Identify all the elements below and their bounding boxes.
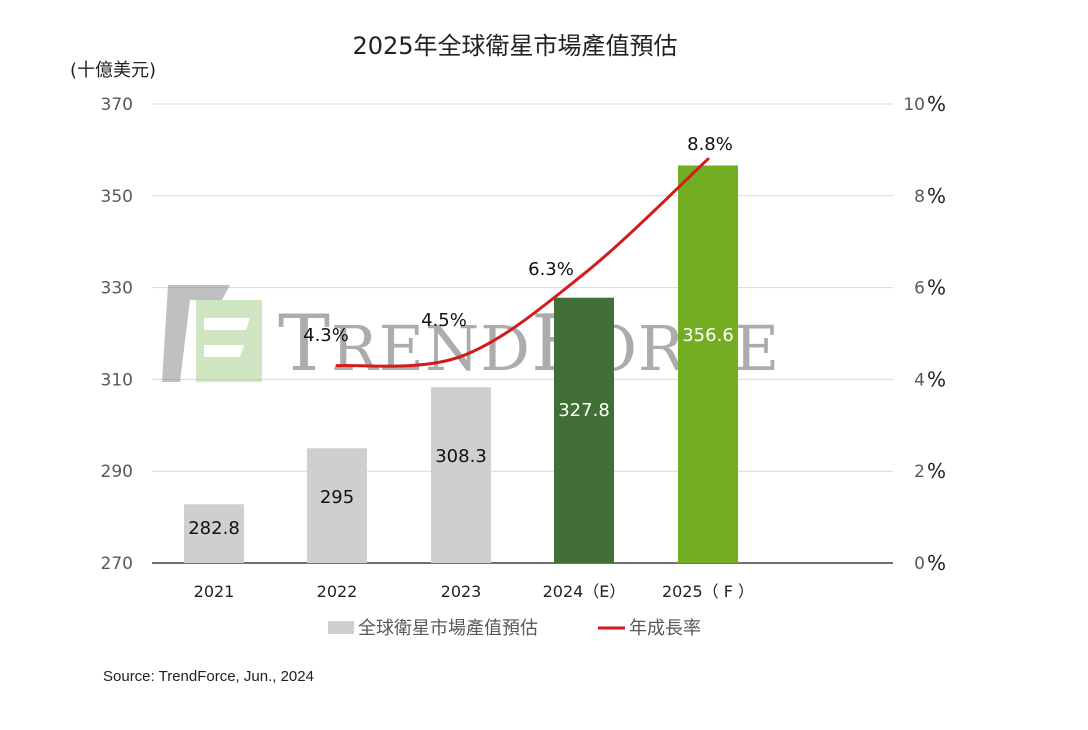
bar: [554, 297, 614, 563]
legend-label-line: 年成長率: [629, 618, 701, 639]
grid-lines: [152, 103, 893, 564]
y2-tick-unit: %: [927, 367, 946, 391]
bar-value-label: 282.8: [188, 518, 240, 539]
bar: [307, 448, 367, 563]
growth-line: [335, 157, 710, 368]
trendforce-logo-icon: [162, 285, 262, 382]
legend-swatch-bar: [328, 621, 354, 634]
x-tick-label: 2022: [317, 582, 358, 601]
y2-tick-label: 0: [914, 554, 925, 574]
legend-label-bar: 全球衛星市場產值預估: [358, 618, 538, 639]
bar-value-label: 327.8: [558, 400, 610, 421]
bars: [184, 165, 738, 564]
x-axis: 2021 2022 2023 2024（E） 2025（ F ）: [194, 582, 754, 601]
y2-tick-label: 8: [914, 187, 925, 207]
y2-tick-unit: %: [927, 459, 946, 483]
x-tick-label: 2025（ F ）: [662, 582, 754, 601]
growth-rate-label: 4.3%: [303, 325, 349, 346]
y-tick-label: 330: [101, 279, 133, 299]
growth-line-path: [335, 157, 710, 368]
y2-tick-label: 10: [903, 95, 925, 115]
y-tick-label: 370: [101, 95, 133, 115]
y2-tick-label: 2: [914, 462, 925, 482]
y-axis-left: 370 350 330 310 290 270: [101, 95, 133, 574]
y-axis-unit-label: (十億美元): [70, 60, 156, 81]
y2-tick-label: 6: [914, 279, 925, 299]
x-tick-label: 2021: [194, 582, 235, 601]
growth-rate-label: 4.5%: [421, 310, 467, 331]
y-tick-label: 310: [101, 370, 133, 390]
growth-rate-label: 8.8%: [687, 134, 733, 155]
bar: [431, 387, 491, 563]
data-labels: 282.8 295 308.3 327.8 356.6 4.3% 4.5% 6.3% 8.8%: [188, 134, 734, 539]
bar-value-label: 308.3: [435, 446, 487, 467]
y-tick-label: 270: [101, 554, 133, 574]
legend: 全球衛星市場產值預估 年成長率: [328, 618, 701, 639]
y2-tick-unit: %: [927, 551, 946, 575]
bar-value-label: 356.6: [682, 325, 734, 346]
bar: [184, 504, 244, 563]
bar-value-label: 295: [320, 487, 354, 508]
source-note: Source: TrendForce, Jun., 2024: [103, 668, 314, 685]
bar: [678, 165, 738, 564]
x-tick-label: 2024（E）: [543, 582, 626, 601]
y2-tick-unit: %: [927, 184, 946, 208]
y-tick-label: 350: [101, 187, 133, 207]
y-tick-label: 290: [101, 462, 133, 482]
growth-rate-label: 6.3%: [528, 259, 574, 280]
y2-tick-unit: %: [927, 92, 946, 116]
y2-tick-label: 4: [914, 370, 925, 390]
y-axis-right: 10 %8 %6 %4 %2 %0%: [903, 92, 946, 575]
x-tick-label: 2023: [441, 582, 482, 601]
y2-tick-unit: %: [927, 276, 946, 300]
chart-title: 2025年全球衛星市場產值預估: [352, 32, 677, 60]
